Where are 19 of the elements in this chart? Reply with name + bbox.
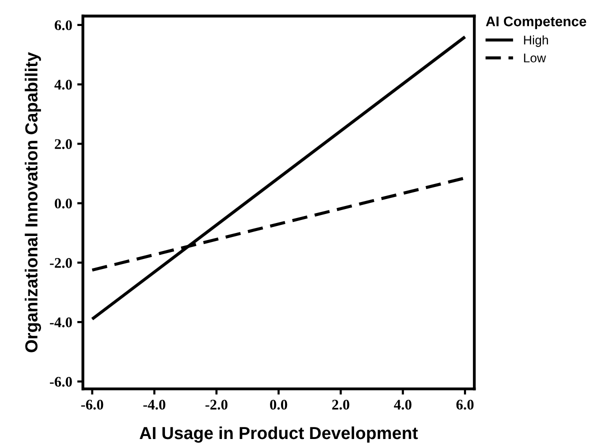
x-axis-title: AI Usage in Product Development <box>140 426 418 443</box>
x-tick-label: -6.0 <box>81 400 104 410</box>
y-tick-label: -2.0 <box>50 258 72 268</box>
legend-label: High <box>524 35 548 47</box>
y-tick-label: 6.0 <box>54 20 72 30</box>
x-tick-label: -2.0 <box>205 400 228 410</box>
y-tick-label: -4.0 <box>50 317 72 328</box>
x-tick-label: 6.0 <box>456 400 474 410</box>
x-tick-label: -4.0 <box>143 400 166 410</box>
x-tick-label: 2.0 <box>332 400 350 410</box>
legend-label: Low <box>524 54 546 62</box>
y-axis-title: Organizational Innovation Capability <box>24 52 42 352</box>
y-tick-label: -6.0 <box>50 376 72 387</box>
y-tick-label: 2.0 <box>54 139 72 150</box>
legend-title: AI Competence <box>486 16 586 30</box>
y-tick-label: 0.0 <box>54 198 72 208</box>
y-tick-label: 4.0 <box>54 80 72 90</box>
x-tick-label: 4.0 <box>394 400 412 410</box>
x-tick-label: 0.0 <box>270 400 288 410</box>
